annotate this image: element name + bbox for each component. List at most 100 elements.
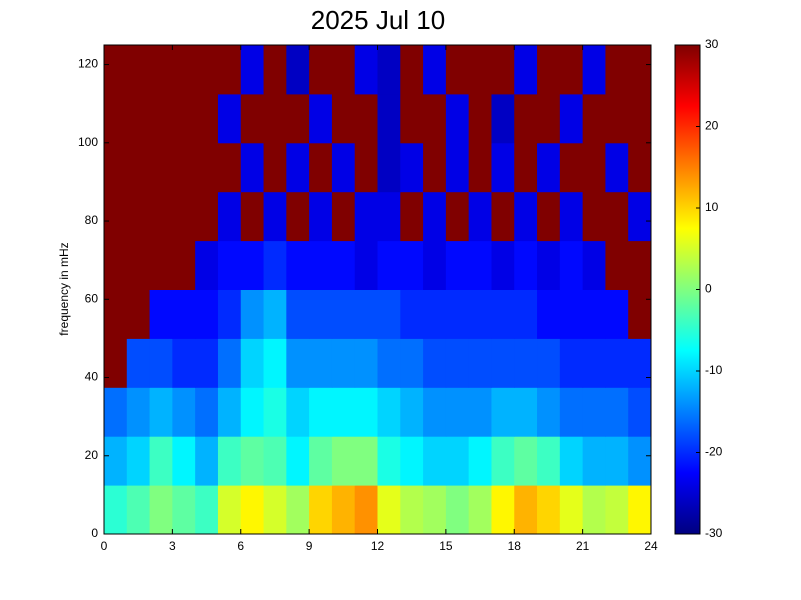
heat-cell bbox=[377, 338, 401, 388]
heat-cell bbox=[104, 436, 128, 486]
heat-cell bbox=[217, 436, 242, 486]
heat-cell bbox=[582, 93, 606, 144]
heat-cell bbox=[240, 485, 265, 535]
heat-cell bbox=[126, 240, 151, 290]
heat-cell bbox=[423, 338, 447, 388]
heat-cell bbox=[331, 485, 356, 535]
heat-cell bbox=[263, 191, 287, 242]
heat-cell bbox=[104, 45, 128, 95]
heat-cell bbox=[331, 387, 356, 437]
heat-cell bbox=[149, 191, 173, 242]
y-tick-label: 40 bbox=[85, 370, 99, 384]
heat-cell bbox=[377, 485, 401, 535]
heat-cell bbox=[263, 436, 287, 486]
colorbar-tick-label: 20 bbox=[705, 119, 719, 133]
heat-cell bbox=[491, 485, 515, 535]
colorbar-tick-label: 0 bbox=[705, 282, 712, 296]
heat-cell bbox=[126, 191, 151, 242]
heat-cell bbox=[537, 436, 561, 486]
heat-cell bbox=[172, 485, 196, 535]
heat-cell bbox=[172, 338, 196, 388]
heat-cell bbox=[217, 338, 242, 388]
heat-cell bbox=[537, 142, 561, 193]
heat-cell bbox=[331, 191, 356, 242]
heat-cell bbox=[172, 289, 196, 339]
heat-cell bbox=[377, 240, 401, 290]
heat-cell bbox=[537, 387, 561, 437]
heat-cell bbox=[240, 436, 265, 486]
heat-cell bbox=[377, 93, 401, 144]
colorbar-tick-label: -10 bbox=[705, 363, 723, 377]
heat-cell bbox=[423, 45, 447, 95]
heat-cell bbox=[514, 142, 538, 193]
heat-cell bbox=[286, 93, 310, 144]
heat-cell bbox=[377, 191, 401, 242]
heat-cell bbox=[149, 45, 173, 95]
heat-cell bbox=[582, 45, 606, 95]
heat-cell bbox=[217, 240, 242, 290]
heat-cell bbox=[195, 191, 219, 242]
heat-cell bbox=[582, 289, 606, 339]
heat-cell bbox=[423, 240, 447, 290]
heat-cell bbox=[149, 387, 173, 437]
heat-cell bbox=[423, 485, 447, 535]
heat-cell bbox=[400, 142, 424, 193]
heat-cell bbox=[423, 93, 447, 144]
heat-cell bbox=[514, 45, 538, 95]
heat-cell bbox=[491, 338, 515, 388]
heat-cell bbox=[286, 45, 310, 95]
heat-cell bbox=[263, 289, 287, 339]
heat-cell bbox=[468, 45, 492, 95]
heat-cell bbox=[126, 45, 151, 95]
heat-cell bbox=[491, 45, 515, 95]
heat-cell bbox=[172, 436, 196, 486]
heat-cell bbox=[286, 289, 310, 339]
heat-cell bbox=[126, 289, 151, 339]
heat-cell bbox=[263, 485, 287, 535]
heat-cell bbox=[263, 338, 287, 388]
heat-cell bbox=[514, 240, 538, 290]
heat-cell bbox=[172, 387, 196, 437]
heat-cell bbox=[126, 142, 151, 193]
heat-cell bbox=[628, 142, 652, 193]
heat-cell bbox=[240, 240, 265, 290]
heat-cell bbox=[628, 240, 652, 290]
heat-cell bbox=[354, 338, 378, 388]
heat-cell bbox=[104, 240, 128, 290]
heat-cell bbox=[628, 93, 652, 144]
heat-cell bbox=[172, 142, 196, 193]
heat-cell bbox=[491, 142, 515, 193]
heat-cell bbox=[537, 338, 561, 388]
heat-cell bbox=[423, 436, 447, 486]
heat-cell bbox=[468, 240, 492, 290]
heat-cell bbox=[445, 240, 470, 290]
heat-cell bbox=[149, 436, 173, 486]
heat-cell bbox=[514, 387, 538, 437]
heat-cell bbox=[331, 142, 356, 193]
heat-cell bbox=[263, 93, 287, 144]
heat-cell bbox=[354, 93, 378, 144]
heat-cell bbox=[559, 289, 584, 339]
heat-cell bbox=[354, 387, 378, 437]
heat-cell bbox=[172, 240, 196, 290]
heat-cell bbox=[195, 387, 219, 437]
heat-cell bbox=[628, 191, 652, 242]
heat-cell bbox=[628, 436, 652, 486]
heat-cell bbox=[104, 191, 128, 242]
heat-cell bbox=[309, 93, 333, 144]
heat-cell bbox=[286, 338, 310, 388]
heat-cell bbox=[309, 142, 333, 193]
heat-cell bbox=[468, 191, 492, 242]
heat-cell bbox=[605, 240, 629, 290]
heat-cell bbox=[445, 289, 470, 339]
x-tick-label: 12 bbox=[371, 539, 385, 553]
heat-cell bbox=[559, 387, 584, 437]
colorbar-tick-label: 10 bbox=[705, 200, 719, 214]
heat-cell bbox=[559, 338, 584, 388]
heat-cell bbox=[514, 436, 538, 486]
heat-cell bbox=[445, 45, 470, 95]
heat-cell bbox=[240, 45, 265, 95]
heat-cell bbox=[514, 485, 538, 535]
heat-cell bbox=[445, 387, 470, 437]
